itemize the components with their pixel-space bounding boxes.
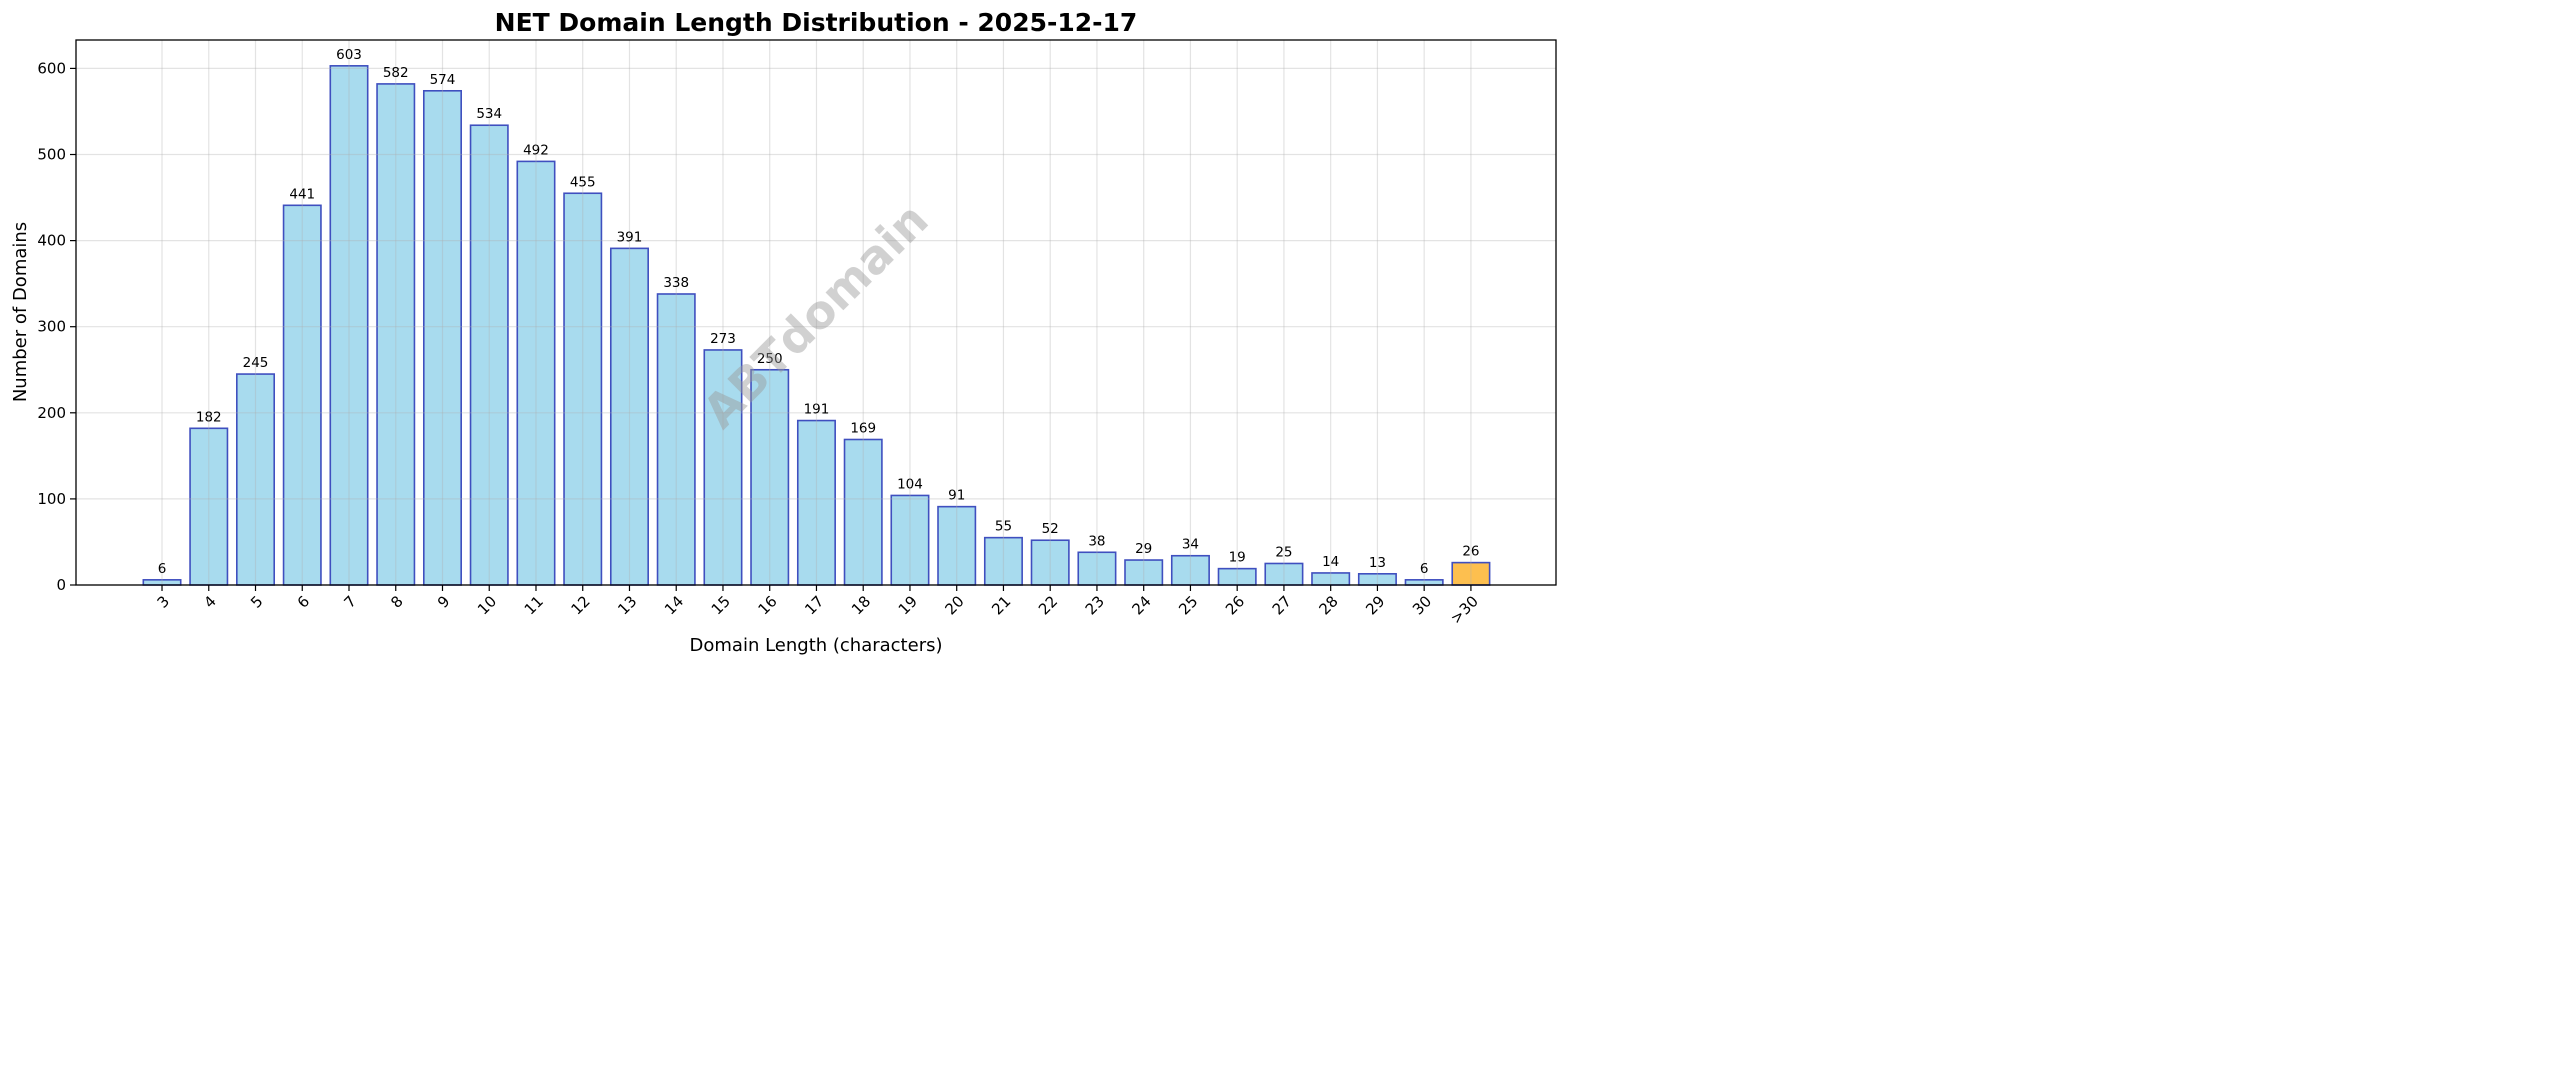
x-tick-label: 12 xyxy=(568,592,594,618)
bar xyxy=(469,124,509,586)
data-label: 13 xyxy=(1369,555,1386,571)
y-tick-label: 0 xyxy=(56,576,66,594)
x-tick-label: 24 xyxy=(1128,592,1154,618)
bar xyxy=(843,438,883,586)
data-label: 338 xyxy=(663,275,689,291)
y-tick-label: 200 xyxy=(37,404,66,422)
bar xyxy=(656,293,696,586)
y-tick-label: 400 xyxy=(37,232,66,250)
x-tick-label: 7 xyxy=(341,592,360,611)
bar xyxy=(282,204,322,586)
data-label: 250 xyxy=(757,351,783,367)
y-tick-label: 500 xyxy=(37,146,66,164)
bar xyxy=(376,83,416,586)
bar xyxy=(890,494,930,586)
data-label: 273 xyxy=(710,331,736,347)
x-tick-label: 27 xyxy=(1269,592,1295,618)
x-tick-label: 19 xyxy=(895,592,921,618)
x-tick-label: 22 xyxy=(1035,592,1061,618)
data-label: 91 xyxy=(948,488,965,504)
x-tick-label: 28 xyxy=(1315,592,1341,618)
data-label: 6 xyxy=(1420,561,1429,577)
data-label: 582 xyxy=(383,65,409,81)
bar xyxy=(563,192,603,586)
x-tick-label: 29 xyxy=(1362,592,1388,618)
x-tick-label: 20 xyxy=(941,592,967,618)
x-tick-label: 5 xyxy=(247,592,266,611)
bar xyxy=(189,427,229,586)
x-tick-label: 21 xyxy=(988,592,1014,618)
data-label: 391 xyxy=(617,229,643,245)
data-label: 191 xyxy=(804,402,830,418)
x-tick-label: 30 xyxy=(1409,592,1435,618)
x-tick-label: 6 xyxy=(294,592,313,611)
data-label: 492 xyxy=(523,142,549,158)
y-tick-label: 100 xyxy=(37,490,66,508)
data-label: 574 xyxy=(430,72,456,88)
data-label: 441 xyxy=(289,186,315,202)
data-label: 26 xyxy=(1462,544,1479,560)
x-tick-label: 17 xyxy=(801,592,827,618)
x-tick-label: 3 xyxy=(154,592,173,611)
data-label: 603 xyxy=(336,47,362,63)
bar xyxy=(329,65,369,586)
data-label: 169 xyxy=(850,420,876,436)
data-label: 182 xyxy=(196,409,222,425)
x-tick-label: 18 xyxy=(848,592,874,618)
y-axis-label: Number of Domains xyxy=(10,222,31,402)
x-tick-label: >30 xyxy=(1447,592,1482,627)
data-label: 455 xyxy=(570,174,596,190)
x-tick-label: 14 xyxy=(661,592,687,618)
x-tick-label: 9 xyxy=(434,592,453,611)
data-label: 245 xyxy=(243,355,269,371)
x-tick-label: 26 xyxy=(1222,592,1248,618)
data-label: 52 xyxy=(1042,521,1059,537)
x-tick-label: 4 xyxy=(200,592,219,611)
bar xyxy=(796,419,836,586)
x-tick-label: 23 xyxy=(1082,592,1108,618)
y-tick-label: 600 xyxy=(37,59,66,77)
chart-title: NET Domain Length Distribution - 2025-12… xyxy=(495,8,1138,37)
data-label: 14 xyxy=(1322,554,1339,570)
x-tick-label: 15 xyxy=(708,592,734,618)
x-tick-label: 13 xyxy=(614,592,640,618)
bar xyxy=(516,160,556,586)
bar xyxy=(983,536,1023,586)
x-tick-label: 16 xyxy=(755,592,781,618)
x-tick-label: 11 xyxy=(521,592,547,618)
data-label: 534 xyxy=(476,106,502,122)
x-tick-label: 25 xyxy=(1175,592,1201,618)
bar xyxy=(1170,554,1210,586)
bar xyxy=(703,349,743,586)
bar xyxy=(1030,539,1070,586)
data-label: 6 xyxy=(158,561,167,577)
x-tick-label: 8 xyxy=(387,592,406,611)
data-label: 55 xyxy=(995,519,1012,535)
data-label: 34 xyxy=(1182,537,1199,553)
data-label: 38 xyxy=(1088,533,1105,549)
bar xyxy=(750,368,790,586)
data-label: 29 xyxy=(1135,541,1152,557)
bar xyxy=(937,505,977,586)
bar xyxy=(1124,559,1164,586)
bar xyxy=(422,89,462,586)
data-label: 19 xyxy=(1229,550,1246,566)
x-axis-label: Domain Length (characters) xyxy=(690,635,943,656)
data-label: 25 xyxy=(1275,544,1292,560)
x-tick-label: 10 xyxy=(474,592,500,618)
y-tick-label: 300 xyxy=(37,318,66,336)
data-label: 104 xyxy=(897,476,923,492)
